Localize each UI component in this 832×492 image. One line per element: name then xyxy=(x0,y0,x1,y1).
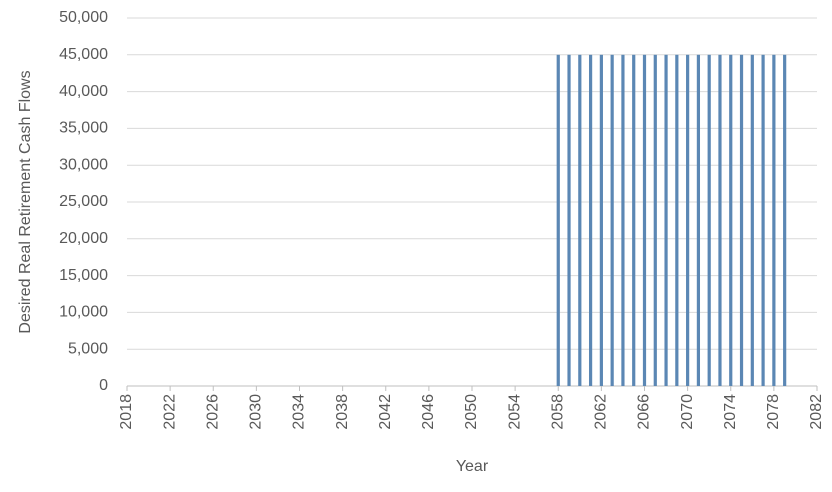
y-tick-label: 15,000 xyxy=(59,267,108,284)
x-tick-label: 2042 xyxy=(377,394,394,430)
x-tick-label: 2046 xyxy=(420,394,437,430)
x-tick-label: 2018 xyxy=(118,394,135,430)
y-tick-label: 35,000 xyxy=(59,120,108,137)
y-tick-label: 5,000 xyxy=(68,340,108,357)
x-tick-label: 2038 xyxy=(334,394,351,430)
bar xyxy=(642,54,647,387)
x-tick-label: 2030 xyxy=(248,394,265,430)
bar xyxy=(610,54,614,387)
bar xyxy=(664,54,668,387)
x-tick-label: 2074 xyxy=(722,394,739,430)
bar xyxy=(653,54,657,387)
x-tick-label: 2078 xyxy=(765,394,782,430)
y-tick-label: 40,000 xyxy=(59,83,108,100)
bar xyxy=(750,54,754,387)
bar xyxy=(632,54,636,387)
y-tick-label: 50,000 xyxy=(59,9,108,26)
x-axis-title: Year xyxy=(456,458,489,475)
x-tick-label: 2034 xyxy=(291,394,308,430)
x-tick-label: 2062 xyxy=(593,394,610,430)
bar xyxy=(556,54,560,387)
bar xyxy=(621,54,625,387)
bar xyxy=(696,54,701,387)
bar xyxy=(761,54,765,387)
bar xyxy=(567,54,571,387)
bar xyxy=(588,54,593,387)
x-tick-label: 2070 xyxy=(679,394,696,430)
y-tick-label: 30,000 xyxy=(59,156,108,173)
bar xyxy=(739,54,744,387)
y-tick-label: 25,000 xyxy=(59,193,108,210)
y-tick-label: 0 xyxy=(99,377,108,394)
bar xyxy=(707,54,711,387)
bar xyxy=(783,54,787,387)
x-tick-label: 2022 xyxy=(161,394,178,430)
bar xyxy=(686,54,690,387)
x-tick-label: 2054 xyxy=(506,394,523,430)
x-tick-label: 2058 xyxy=(549,394,566,430)
y-tick-label: 10,000 xyxy=(59,304,108,321)
x-tick-label: 2082 xyxy=(808,394,825,430)
x-tick-label: 2066 xyxy=(636,394,653,430)
y-tick-label: 45,000 xyxy=(59,46,108,63)
x-tick-label: 2026 xyxy=(204,394,221,430)
x-tick-label: 2050 xyxy=(463,394,480,430)
bar xyxy=(729,54,733,387)
y-tick-label: 20,000 xyxy=(59,230,108,247)
bar xyxy=(772,54,776,387)
y-axis-title: Desired Real Retirement Cash Flows xyxy=(17,70,34,333)
bar xyxy=(718,54,722,387)
bar xyxy=(675,54,679,387)
bar xyxy=(599,54,603,387)
bar xyxy=(578,54,582,387)
